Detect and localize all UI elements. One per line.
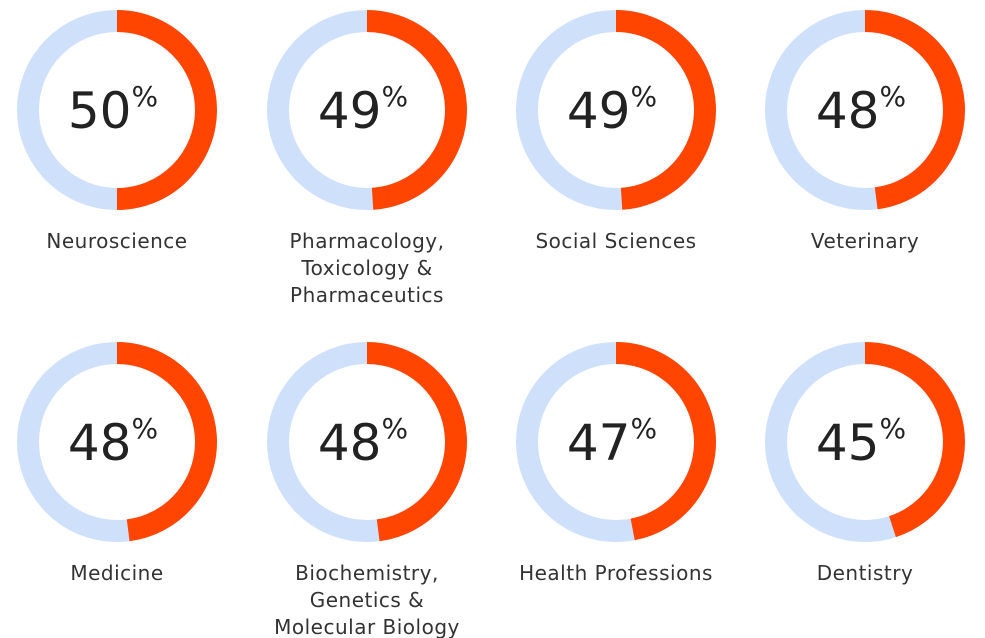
donut: 49% xyxy=(267,10,467,210)
category-label: Health Professions xyxy=(519,561,713,585)
value-number: 48 xyxy=(816,82,880,140)
center-value: 48% xyxy=(68,412,158,472)
donut-arc xyxy=(864,342,965,538)
category-label: Medicine xyxy=(70,561,164,585)
category-label: Biochemistry, Genetics & Molecular Biolo… xyxy=(274,561,460,638)
donut: 48% xyxy=(267,342,467,542)
value-number: 48 xyxy=(68,414,132,472)
center-value: 50% xyxy=(68,80,158,140)
category-label: Pharmacology, Toxicology & Pharmaceutics xyxy=(289,229,445,307)
value-unit: % xyxy=(382,80,409,113)
donut: 50% xyxy=(17,10,217,210)
value-unit: % xyxy=(880,80,907,113)
value-unit: % xyxy=(631,412,658,445)
donut-arc xyxy=(116,342,217,542)
value-number: 48 xyxy=(318,414,382,472)
donut-cell: 48% Biochemistry, Genetics & Molecular Bi… xyxy=(247,340,487,638)
center-value: 45% xyxy=(816,412,906,472)
donut-arc xyxy=(366,10,467,210)
donut-cell: 45% Dentistry xyxy=(745,340,985,587)
donut-cell: 50% Neuroscience xyxy=(0,8,237,255)
donut-arc xyxy=(615,10,716,210)
category-label: Dentistry xyxy=(816,561,914,585)
donut-cell: 47% Health Professions xyxy=(496,340,736,587)
value-unit: % xyxy=(880,412,907,445)
category-label: Social Sciences xyxy=(535,229,697,253)
donut: 49% xyxy=(516,10,716,210)
donut-cell: 49% Social Sciences xyxy=(496,8,736,255)
donut: 48% xyxy=(765,10,965,210)
value-unit: % xyxy=(132,80,159,113)
value-number: 49 xyxy=(567,82,631,140)
donut-arc xyxy=(366,342,467,542)
center-value: 49% xyxy=(318,80,408,140)
value-unit: % xyxy=(382,412,409,445)
center-value: 49% xyxy=(567,80,657,140)
center-value: 48% xyxy=(816,80,906,140)
value-unit: % xyxy=(132,412,159,445)
donut-cell: 48% Veterinary xyxy=(745,8,985,255)
donut: 45% xyxy=(765,342,965,542)
value-number: 50 xyxy=(68,82,132,140)
donut-cell: 48% Medicine xyxy=(0,340,237,587)
value-number: 45 xyxy=(816,414,880,472)
category-label: Neuroscience xyxy=(46,229,188,253)
donut-arc xyxy=(615,342,716,541)
donut: 47% xyxy=(516,342,716,542)
category-label: Veterinary xyxy=(810,229,920,253)
value-number: 49 xyxy=(318,82,382,140)
value-number: 47 xyxy=(567,414,631,472)
center-value: 48% xyxy=(318,412,408,472)
center-value: 47% xyxy=(567,412,657,472)
donut-arc xyxy=(116,10,217,210)
value-unit: % xyxy=(631,80,658,113)
donut: 48% xyxy=(17,342,217,542)
donut-cell: 49% Pharmacology, Toxicology & Pharmaceut… xyxy=(247,8,487,309)
donut-arc xyxy=(864,10,965,210)
